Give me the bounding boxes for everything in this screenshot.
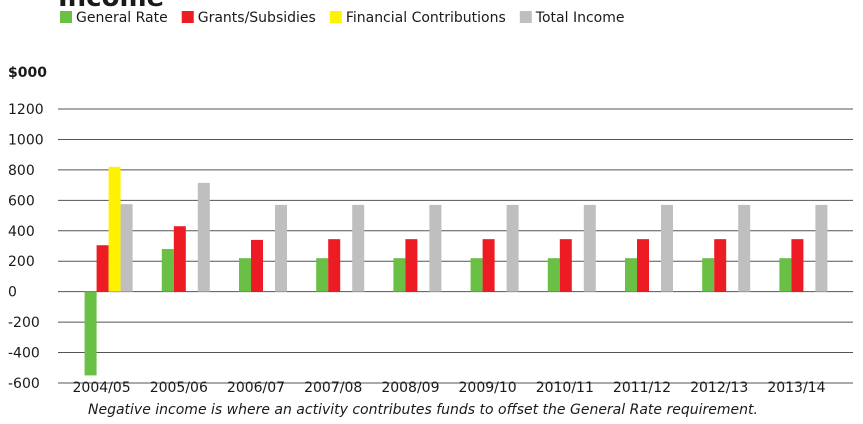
y-tick-label: 800 bbox=[8, 163, 35, 179]
bar bbox=[583, 204, 596, 292]
legend-label: Total Income bbox=[535, 10, 625, 26]
bar bbox=[625, 258, 637, 292]
bar bbox=[791, 239, 804, 292]
bar bbox=[702, 258, 715, 292]
legend-swatch bbox=[181, 11, 194, 23]
legend-swatch bbox=[519, 11, 532, 23]
x-tick-label: 2008/09 bbox=[381, 380, 439, 396]
bar bbox=[120, 204, 133, 292]
legend-label: Grants/Subsidies bbox=[198, 10, 316, 26]
bar bbox=[738, 204, 751, 292]
bar bbox=[197, 182, 210, 292]
bar bbox=[108, 166, 121, 292]
bar bbox=[84, 291, 97, 376]
legend-label: Financial Contributions bbox=[346, 10, 506, 26]
y-tick-label: 200 bbox=[8, 254, 35, 270]
bar bbox=[661, 204, 673, 292]
bar bbox=[173, 226, 186, 292]
x-tick-label: 2012/13 bbox=[690, 380, 748, 396]
bar bbox=[251, 239, 263, 292]
bar bbox=[393, 258, 406, 292]
legend-swatch bbox=[329, 11, 342, 23]
bar bbox=[506, 204, 519, 292]
x-tick-label: 2005/06 bbox=[150, 380, 208, 396]
y-tick-label: 1000 bbox=[8, 132, 44, 148]
x-tick-label: 2007/08 bbox=[304, 380, 362, 396]
legend-swatch bbox=[60, 11, 72, 23]
bar bbox=[275, 204, 287, 292]
bar bbox=[470, 258, 483, 292]
bar bbox=[96, 245, 109, 292]
bar bbox=[547, 258, 560, 292]
x-tick-label: 2011/12 bbox=[613, 380, 671, 396]
x-tick-label: 2006/07 bbox=[227, 380, 285, 396]
bar bbox=[405, 239, 418, 292]
y-tick-label: 600 bbox=[8, 193, 35, 209]
y-tick-label: -600 bbox=[8, 376, 40, 392]
bar bbox=[482, 239, 495, 292]
bar bbox=[352, 204, 365, 292]
y-tick-label: 400 bbox=[8, 224, 35, 240]
y-tick-label: -200 bbox=[8, 315, 40, 331]
y-tick-label: -400 bbox=[8, 346, 40, 362]
chart-title: Income bbox=[58, 0, 164, 13]
bar bbox=[239, 258, 251, 292]
bar bbox=[429, 204, 442, 292]
x-tick-label: 2013/14 bbox=[767, 380, 825, 396]
bar bbox=[161, 249, 174, 292]
bar bbox=[316, 258, 329, 292]
bar bbox=[714, 239, 727, 292]
bar bbox=[637, 239, 649, 292]
legend-label: General Rate bbox=[76, 10, 168, 26]
bar bbox=[328, 239, 341, 292]
y-axis-label: $000 bbox=[8, 65, 47, 81]
footnote: Negative income is where an activity con… bbox=[88, 402, 758, 418]
x-tick-label: 2004/05 bbox=[73, 380, 131, 396]
x-tick-label: 2009/10 bbox=[459, 380, 517, 396]
bar bbox=[779, 258, 792, 292]
x-tick-label: 2010/11 bbox=[536, 380, 594, 396]
y-tick-label: 1200 bbox=[8, 102, 44, 118]
bar bbox=[559, 239, 572, 292]
bar bbox=[815, 204, 828, 292]
y-tick-label: 0 bbox=[8, 285, 17, 301]
